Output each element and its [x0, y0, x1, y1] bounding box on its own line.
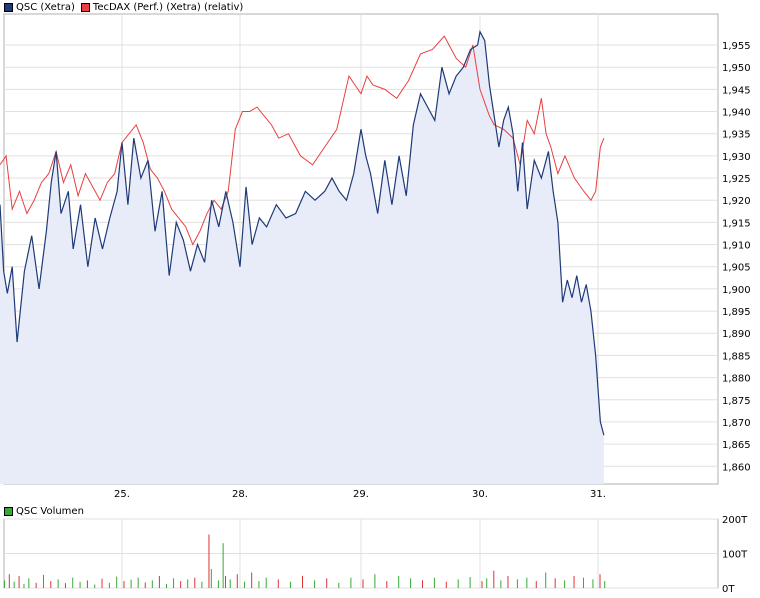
x-tick-label: 31.: [590, 489, 606, 500]
legend-swatch-tecdax: [80, 2, 90, 12]
x-tick-label: 25.: [114, 489, 130, 500]
y-tick-label: 1,930: [722, 152, 751, 163]
y-tick-label: 1,875: [722, 396, 751, 407]
y-tick-label: 1,895: [722, 307, 751, 318]
legend-label-qsc: QSC (Xetra): [16, 1, 75, 13]
y-tick-label: 1,935: [722, 130, 751, 141]
y-tick-label: 1,940: [722, 108, 751, 119]
legend-item-tecdax: TecDAX (Perf.) (Xetra) (relativ): [80, 1, 244, 13]
y-tick-label: 1,950: [722, 63, 751, 74]
volume-y-tick-label: 0T: [722, 584, 735, 595]
volume-chart-legend: QSC Volumen: [4, 504, 84, 518]
legend-item-volume: QSC Volumen: [4, 506, 84, 517]
volume-y-tick-label: 200T: [722, 515, 748, 526]
x-tick-label: 29.: [353, 489, 369, 500]
y-tick-label: 1,870: [722, 418, 751, 429]
y-tick-label: 1,885: [722, 351, 751, 362]
y-tick-label: 1,865: [722, 440, 751, 451]
legend-item-qsc: QSC (Xetra): [4, 2, 75, 13]
y-tick-label: 1,900: [722, 285, 751, 296]
y-tick-label: 1,880: [722, 374, 751, 385]
volume-y-tick-label: 100T: [722, 550, 748, 561]
y-tick-label: 1,890: [722, 329, 751, 340]
qsc-line: [0, 29, 605, 436]
legend-label-tecdax: TecDAX (Perf.) (Xetra) (relativ): [92, 1, 244, 13]
legend-swatch-volume: [4, 506, 13, 516]
x-tick-label: 28.: [232, 489, 248, 500]
y-tick-label: 1,945: [722, 85, 751, 96]
y-tick-label: 1,915: [722, 218, 751, 229]
price-chart: 1,955 1,950 1,945 1,940 1,935 1,930 1,925 1,920…: [0, 13, 751, 500]
y-tick-label: 1,925: [722, 174, 751, 185]
x-tick-label: 30.: [472, 489, 488, 500]
y-tick-label: 1,920: [722, 196, 751, 207]
legend-label-volume: QSC Volumen: [16, 505, 84, 517]
y-tick-label: 1,955: [722, 41, 751, 52]
y-tick-label: 1,860: [722, 462, 751, 473]
y-tick-label: 1,905: [722, 263, 751, 274]
y-tick-label: 1,910: [722, 241, 751, 252]
price-chart-legend: QSC (Xetra) TecDAX (Perf.) (Xetra) (rela…: [4, 0, 243, 14]
legend-swatch-qsc: [4, 2, 13, 12]
qsc-area-fill: [0, 31, 604, 485]
